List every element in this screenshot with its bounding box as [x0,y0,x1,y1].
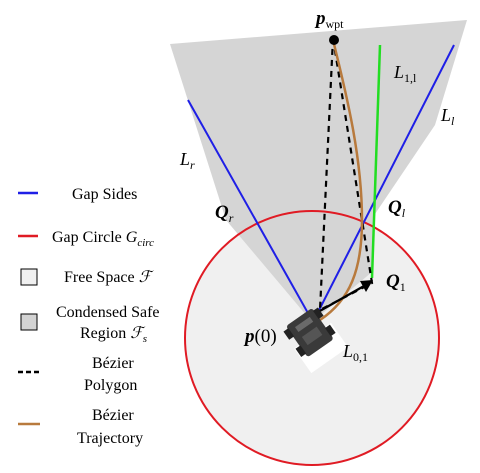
bezier-trajectory [319,39,364,322]
gap-circle [184,210,440,466]
label-l-1l: L1,l [393,62,417,85]
label-p-wpt: pwpt [314,8,344,31]
label-l-r: Lr [179,149,195,172]
legend-gap-circle-label: Gap Circle Gcirc [52,229,154,249]
label-q-l: Ql [388,197,406,220]
legend-safe-region-label-2: Region ℱs [80,325,147,345]
legend-gap-sides-label: Gap Sides [72,186,137,203]
arrow-shaft [317,285,365,313]
label-q-1: Q1 [386,271,406,294]
arrow-head [360,280,373,292]
legend-safe-region-label-1: Condensed Safe [56,304,160,321]
legend-bezier-trajectory-label-1: Bézier [92,407,134,424]
label-l-01: L0,1 [342,341,368,364]
legend-bezier-polygon-label-1: Bézier [92,355,134,372]
green-segment-l1l [370,44,382,279]
legend-bezier-trajectory-label-2: Trajectory [77,430,143,447]
gap-side-right [187,99,314,323]
legend: Gap Sides Gap Circle Gcirc Free Space ℱ … [18,186,160,447]
gap-side-left [312,44,455,323]
legend-free-space-swatch [20,268,38,286]
label-q-r: Qr [215,202,234,225]
legend-bezier-polygon-label-2: Polygon [84,377,137,394]
condensed-safe-region [170,20,467,322]
waypoint-dot [329,35,339,45]
label-p-0: p(0) [243,326,277,347]
legend-safe-region-swatch [20,313,38,331]
label-l-l: Ll [440,105,455,128]
legend-free-space-label: Free Space ℱ [64,269,155,286]
robot-icon [283,307,349,374]
